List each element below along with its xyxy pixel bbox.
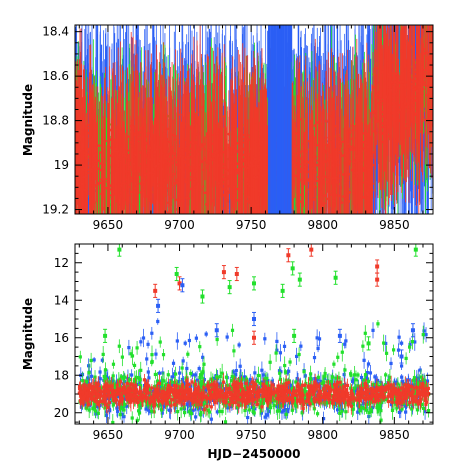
- top-red-point: [227, 132, 231, 136]
- top-green-point: [339, 225, 342, 228]
- top-red-point: [366, 218, 369, 221]
- top-red-point: [364, 217, 367, 220]
- top-red-point: [235, 169, 239, 173]
- top-red-point: [108, 128, 112, 132]
- top-red-point: [315, 121, 319, 124]
- top-red-point: [103, 177, 107, 181]
- top-red-point: [103, 163, 106, 167]
- top-blue-point: [292, 223, 295, 226]
- top-panel-data: [75, 25, 433, 228]
- top-red-point: [223, 218, 226, 221]
